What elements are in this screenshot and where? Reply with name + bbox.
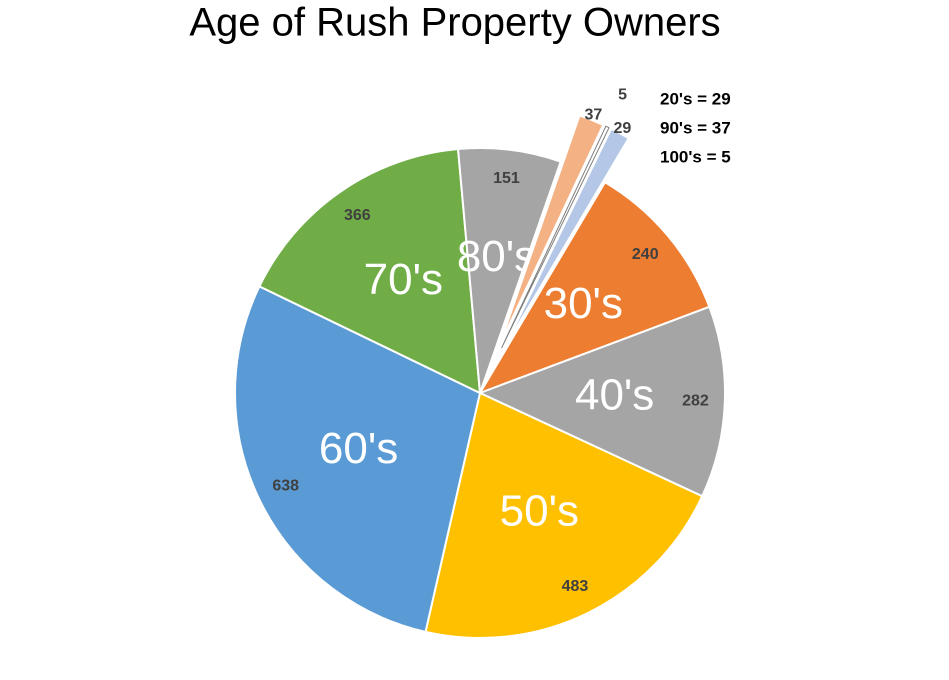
- slice-label: 30's: [544, 279, 623, 328]
- pie-slice: [234, 285, 482, 634]
- annotation: 20's = 29: [660, 89, 731, 108]
- value-label: 366: [344, 207, 371, 224]
- slice-label: 50's: [500, 487, 579, 536]
- slice-label: 40's: [575, 371, 654, 420]
- pie-slice: [497, 114, 605, 348]
- chart-title: Age of Rush Property Owners: [189, 1, 720, 45]
- pie-slice: [258, 147, 482, 395]
- value-label: 638: [272, 478, 299, 495]
- pie-slice: [477, 305, 726, 498]
- value-label: 29: [614, 120, 632, 137]
- annotation: 100's = 5: [660, 147, 731, 166]
- value-label: 5: [618, 87, 627, 104]
- pie-slice: [502, 127, 631, 350]
- pie-slice: [477, 180, 711, 395]
- value-label: 282: [682, 392, 709, 409]
- value-label: 483: [562, 578, 589, 595]
- annotation: 90's = 37: [660, 118, 731, 137]
- slice-label: 60's: [319, 424, 398, 473]
- value-label: 151: [493, 170, 520, 187]
- slice-label: 80's: [457, 232, 536, 281]
- pie-slice: [424, 391, 704, 639]
- slice-label: 70's: [364, 255, 443, 304]
- pie-slice: [501, 125, 610, 349]
- pie-slice: [456, 147, 562, 394]
- value-label: 37: [584, 106, 602, 123]
- value-label: 240: [632, 246, 659, 263]
